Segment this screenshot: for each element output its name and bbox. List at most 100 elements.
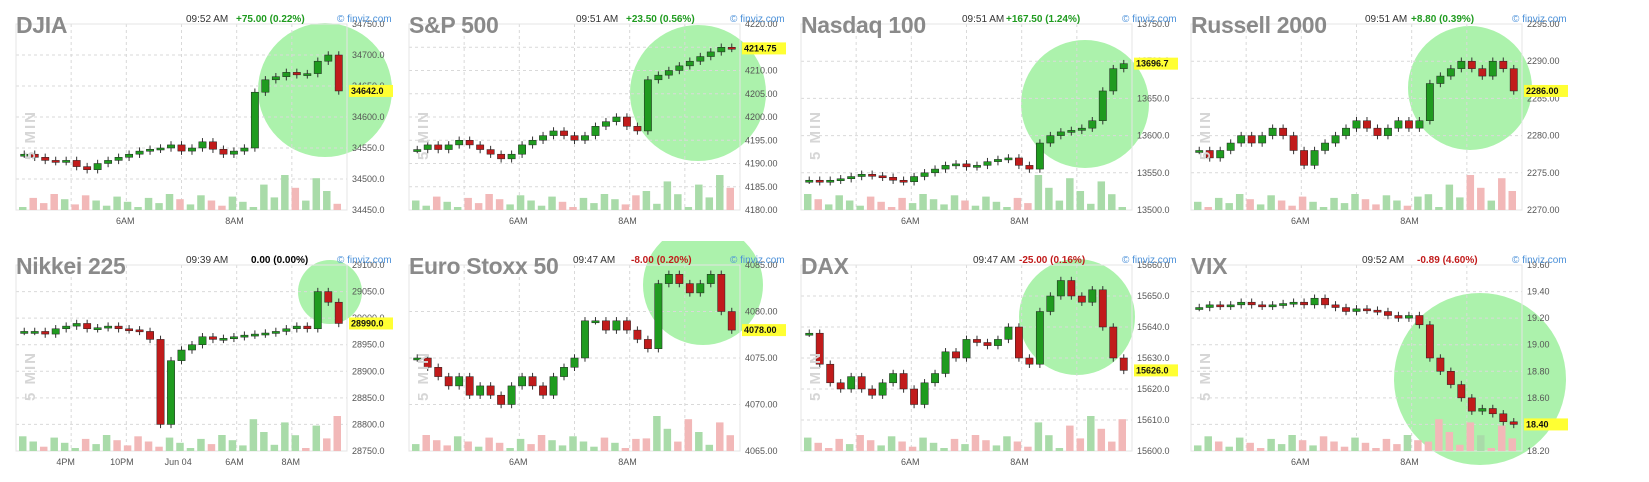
volume-bar (569, 207, 577, 210)
volume-bar (1066, 425, 1074, 451)
volume-bar (495, 199, 504, 210)
volume-bar (1382, 438, 1391, 451)
candle (240, 334, 249, 338)
y-tick-label: 19.00 (1527, 340, 1550, 350)
chart-svg: 4085.00 4080.00 4075.00 4070.00 4065.00 4078.… (408, 241, 786, 467)
price-change: -25.00 (0.16%) (1019, 255, 1086, 266)
source-link[interactable]: © finviz.com (1512, 14, 1567, 25)
candle (1352, 308, 1361, 312)
volume-bar (1508, 438, 1516, 451)
candle (167, 144, 175, 149)
source-link[interactable]: © finviz.com (1512, 255, 1567, 266)
volume-bar (726, 435, 734, 451)
candle (486, 385, 495, 396)
last-value-tag (1134, 364, 1178, 377)
candle (444, 144, 453, 150)
chart-svg: 34750.034700.034650.034600.034550.034500… (15, 19, 393, 226)
y-tick-label: 4195.00 (745, 135, 778, 145)
volume-bar (1382, 195, 1391, 210)
volume-bar (1424, 194, 1433, 210)
candle (423, 357, 432, 368)
candle (219, 338, 228, 341)
candle (1321, 142, 1329, 151)
candle (847, 376, 856, 390)
volume-bar (1087, 416, 1095, 451)
candle (72, 323, 81, 327)
y-tick-label: 4190.00 (745, 159, 778, 169)
chart-panel-euro-stoxx-50[interactable]: 4085.00 4080.00 4075.00 4070.00 4065.00 4078.… (393, 241, 805, 482)
x-tick-label: 6AM (509, 216, 528, 226)
volume-bar (506, 204, 514, 210)
volume-bar (1487, 448, 1496, 451)
candle (188, 344, 196, 351)
volume-bar (281, 422, 289, 451)
volume-bar (1435, 419, 1443, 451)
y-tick-label: 4200.00 (745, 112, 778, 122)
volume-bar (1246, 442, 1254, 451)
chart-panel-nikkei-225[interactable]: 29100.029050.029000.028950.028900.028850… (0, 241, 412, 482)
candle (727, 311, 736, 331)
volume-bar (123, 201, 132, 210)
y-tick-label: 4065.00 (745, 446, 778, 456)
chart-title: DAX (801, 253, 849, 279)
x-tick-label: 6AM (901, 457, 920, 467)
volume-bar (60, 199, 69, 210)
candle (51, 328, 60, 335)
y-tick-label: 19.40 (1527, 287, 1550, 297)
candle (324, 291, 333, 303)
y-tick-label: 19.20 (1527, 313, 1550, 323)
candle (93, 163, 102, 170)
chart-panel-vix[interactable]: 19.60 19.40 19.20 19.00 18.80 18.60 18.40 18.20… (1175, 241, 1587, 482)
candle (476, 144, 485, 150)
volume-bar (527, 444, 535, 451)
x-tick-label: 6AM (225, 457, 244, 467)
volume-bar (1108, 441, 1116, 451)
candle (528, 376, 537, 387)
volume-bar (207, 200, 216, 210)
chart-panel-sp-500[interactable]: 4220.004215.004210.004205.004200.004195.… (393, 0, 805, 241)
source-link[interactable]: © finviz.com (730, 255, 785, 266)
candle (104, 325, 113, 329)
volume-bar (39, 203, 48, 210)
volume-bar (506, 448, 514, 451)
candle (1247, 135, 1256, 144)
candle (177, 144, 186, 152)
highlight-circle (1408, 26, 1532, 150)
candle (51, 160, 60, 163)
candle (560, 367, 568, 377)
volume-bar (50, 437, 58, 451)
volume-bar (1351, 437, 1359, 451)
volume-bar (443, 201, 451, 210)
volume-bar (453, 207, 462, 210)
volume-bar (485, 194, 493, 210)
source-link[interactable]: © finviz.com (730, 14, 785, 25)
volume-bar (19, 207, 27, 210)
candle (633, 329, 642, 340)
candle (1119, 63, 1128, 69)
candle (114, 325, 123, 330)
chart-panel-russell-2000[interactable]: 2295.00 2290.00 2285.00 2280.00 2275.00 2270.… (1175, 0, 1587, 241)
source-link[interactable]: © finviz.com (337, 14, 392, 25)
volume-bar (291, 435, 300, 451)
source-link[interactable]: © finviz.com (1122, 255, 1177, 266)
quote-time: 09:39 AM (186, 255, 229, 266)
candle (455, 140, 464, 146)
volume-bar (1024, 203, 1032, 210)
candle (1109, 326, 1118, 359)
x-tick-label: 6AM (1291, 216, 1310, 226)
candle (1015, 326, 1023, 359)
chart-panel-dax[interactable]: 15660.0 15650.0 15640.0 15630.0 15620.0 15610… (785, 241, 1197, 482)
chart-title: Euro Stoxx 50 (409, 253, 559, 279)
volume-bar (1288, 205, 1296, 210)
candle (654, 283, 663, 349)
candle (805, 332, 814, 336)
volume-bar (1466, 175, 1475, 210)
source-link[interactable]: © finviz.com (1122, 14, 1177, 25)
chart-panel-nasdaq-100[interactable]: 13750.013700.013650.013600.013550.013500… (785, 0, 1197, 241)
volume-bar (155, 446, 163, 451)
last-value-tag (1524, 84, 1568, 97)
chart-panel-djia[interactable]: 34750.034700.034650.034600.034550.034500… (0, 0, 412, 241)
source-link[interactable]: © finviz.com (337, 255, 392, 266)
candle (20, 153, 29, 157)
volume-bar (992, 201, 1001, 210)
